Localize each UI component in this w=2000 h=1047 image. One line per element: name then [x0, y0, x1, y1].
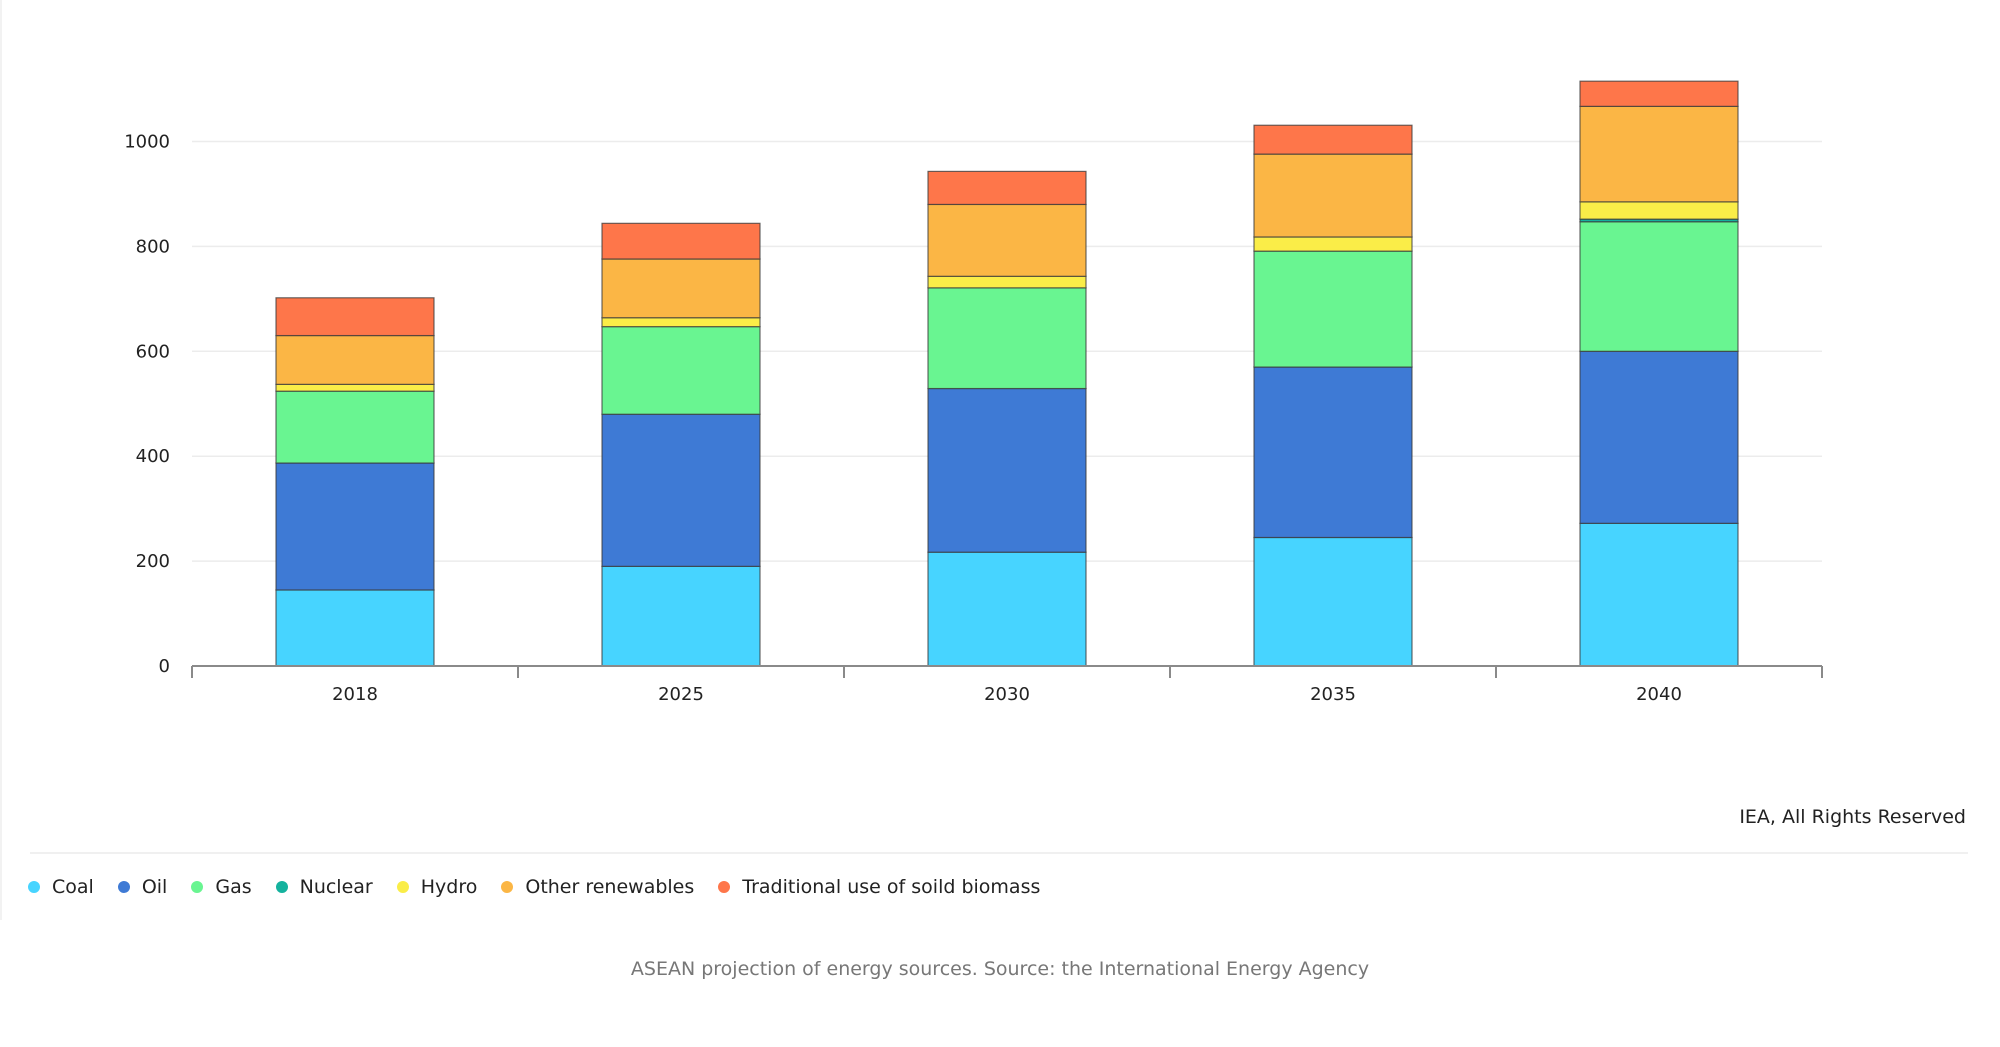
legend-label: Oil [141, 876, 168, 898]
legend: Coal Oil Gas Nuclear Hydro Other renewables Tr… [28, 876, 1064, 898]
bar-segment [1253, 250, 1413, 368]
legend-item[interactable]: Other renewables [501, 876, 694, 898]
bar-segment [601, 317, 761, 328]
legend-item[interactable]: Coal [28, 876, 94, 898]
bar-segment [1579, 221, 1739, 352]
x-tick-label: 2040 [1636, 684, 1682, 705]
bar-segment [275, 334, 435, 385]
legend-divider [30, 852, 1968, 854]
credit-text: IEA, All Rights Reserved [1739, 806, 1966, 828]
bar-segment [275, 589, 435, 667]
legend-swatch [191, 881, 204, 893]
legend-label: Nuclear [299, 876, 373, 898]
y-tick-label: 1000 [124, 132, 170, 153]
bar-segment [1253, 536, 1413, 667]
legend-item[interactable]: Nuclear [275, 876, 373, 898]
bar-segment [1579, 350, 1739, 524]
legend-label: Coal [52, 876, 94, 898]
legend-swatch [501, 881, 514, 893]
bar-segment [927, 275, 1087, 289]
legend-item[interactable]: Gas [191, 876, 252, 898]
bar-segment [927, 387, 1087, 553]
bar-segment [1253, 124, 1413, 155]
x-tick-label: 2018 [332, 684, 378, 705]
legend-swatch [28, 881, 40, 893]
legend-item[interactable]: Traditional use of soild biomass [718, 876, 1040, 898]
legend-label: Gas [215, 876, 252, 898]
bar-segment [601, 413, 761, 567]
bar-segment [601, 258, 761, 319]
bar-segment [1579, 105, 1739, 203]
legend-label: Other renewables [525, 876, 695, 898]
bar-segment [1579, 80, 1739, 107]
legend-swatch [718, 881, 731, 893]
y-tick-label: 800 [136, 236, 170, 257]
bar-segment [601, 565, 761, 667]
figure-caption: ASEAN projection of energy sources. Sour… [630, 958, 1370, 980]
y-tick-label: 0 [159, 656, 170, 677]
x-tick-label: 2025 [658, 684, 704, 705]
y-tick-label: 200 [136, 551, 170, 572]
chart-container: 0 200 400 600 800 1000 2018 2025 2030 2035 2040 IE… [0, 0, 1968, 920]
legend-swatch [396, 881, 409, 893]
bar-segment [275, 297, 435, 337]
legend-swatch [117, 881, 130, 893]
bar-segment [927, 203, 1087, 277]
bar-segment [927, 170, 1087, 206]
bar-segment [601, 326, 761, 415]
x-tick-label: 2030 [984, 684, 1030, 705]
legend-item[interactable]: Oil [117, 876, 168, 898]
bar-segment [275, 383, 435, 392]
legend-label: Hydro [420, 876, 478, 898]
bar-segment [275, 390, 435, 464]
bar-segment [601, 222, 761, 260]
y-tick-label: 600 [136, 341, 170, 362]
bar-segment [927, 551, 1087, 667]
bar-segment [1253, 236, 1413, 252]
bar-segment [1253, 153, 1413, 238]
bar-segment [1579, 522, 1739, 667]
legend-swatch [275, 881, 288, 893]
bar-segment [1253, 366, 1413, 539]
legend-item[interactable]: Hydro [396, 876, 478, 898]
legend-label: Traditional use of soild biomass [742, 876, 1041, 898]
bar-segment [1579, 201, 1739, 220]
y-tick-label: 400 [136, 446, 170, 467]
bar-segment [927, 287, 1087, 390]
bar-segment [275, 462, 435, 591]
x-tick-label: 2035 [1310, 684, 1356, 705]
stacked-bar-chart: 0 200 400 600 800 1000 2018 2025 2030 2035 2040 [124, 80, 1823, 705]
